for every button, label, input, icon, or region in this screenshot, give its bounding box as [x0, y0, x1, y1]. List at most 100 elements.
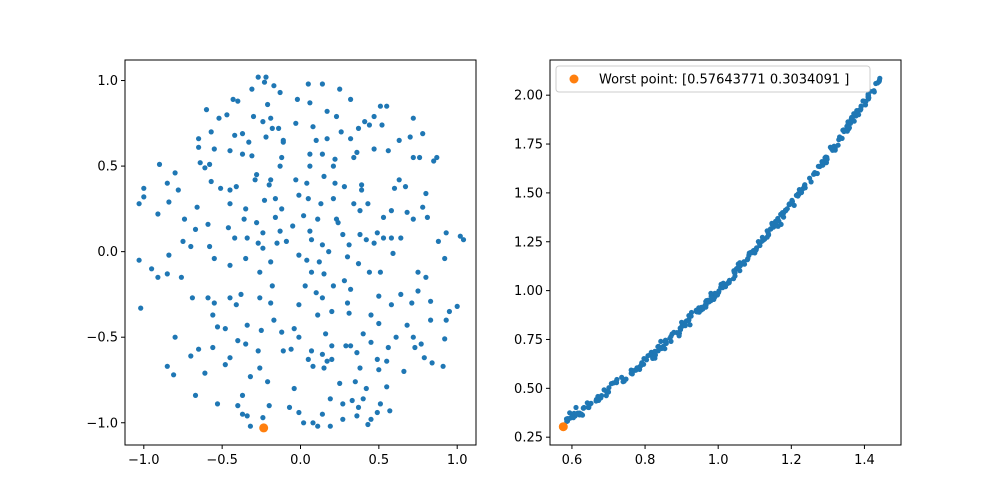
legend: Worst point: [0.57643771 0.3034091 ]: [555, 65, 871, 93]
data-point: [359, 187, 365, 193]
data-point: [286, 404, 293, 410]
data-point: [277, 163, 283, 169]
data-point: [260, 415, 266, 421]
data-point: [668, 333, 674, 339]
y-tick-label: 0.5: [97, 160, 118, 175]
data-point: [189, 295, 195, 301]
data-point: [401, 368, 407, 374]
data-point: [313, 137, 319, 143]
data-point: [211, 300, 217, 306]
data-point: [368, 416, 374, 422]
data-point: [172, 334, 178, 340]
data-point: [719, 281, 725, 287]
data-point: [421, 355, 427, 361]
data-point: [789, 199, 795, 205]
data-point: [398, 235, 404, 241]
data-point: [280, 139, 286, 145]
data-point: [207, 243, 213, 250]
data-point: [598, 395, 604, 401]
data-point: [138, 305, 144, 311]
data-point: [268, 115, 274, 121]
data-point: [277, 89, 283, 96]
data-point: [244, 413, 250, 419]
data-point: [291, 326, 297, 332]
data-point: [687, 322, 693, 328]
data-point: [415, 288, 421, 294]
data-point: [239, 411, 246, 417]
data-point: [319, 411, 325, 417]
data-point: [641, 356, 647, 362]
data-point: [368, 312, 374, 318]
data-point: [276, 125, 282, 131]
data-point: [155, 211, 161, 217]
data-point: [351, 154, 357, 161]
data-point: [327, 396, 333, 402]
y-tick-label: 1.25: [514, 235, 543, 250]
data-point: [442, 255, 448, 262]
data-point: [366, 269, 372, 275]
data-point: [374, 356, 380, 362]
x-tick-label: 1.2: [781, 453, 802, 468]
data-point: [686, 313, 692, 319]
data-point: [658, 338, 664, 344]
left-chart-points: [136, 74, 467, 433]
data-point: [257, 269, 263, 275]
data-point: [166, 252, 172, 258]
data-point: [208, 129, 214, 135]
data-point: [371, 240, 377, 246]
data-point: [402, 184, 409, 190]
data-point: [584, 400, 590, 406]
data-point: [658, 345, 665, 352]
data-point: [227, 355, 233, 361]
data-point: [407, 134, 413, 140]
data-point: [296, 192, 302, 198]
data-point: [268, 177, 274, 183]
data-point: [321, 173, 327, 179]
data-point: [255, 74, 261, 80]
data-point: [712, 290, 718, 296]
data-point: [254, 172, 260, 178]
data-point: [246, 139, 252, 145]
data-point: [243, 255, 249, 262]
data-point: [423, 274, 429, 280]
data-point: [423, 190, 429, 197]
y-tick-label: 2.00: [514, 89, 543, 104]
data-point: [332, 156, 338, 162]
data-point: [301, 213, 307, 219]
data-point: [716, 288, 722, 294]
data-point: [739, 261, 745, 267]
data-point: [210, 344, 216, 351]
data-point: [279, 154, 285, 161]
data-point: [272, 196, 278, 202]
data-point: [192, 392, 199, 398]
data-point: [265, 101, 271, 108]
data-point: [652, 348, 658, 354]
x-tick-label: 1.0: [708, 453, 729, 468]
data-point: [762, 236, 768, 242]
data-point: [348, 96, 354, 102]
data-point: [319, 351, 325, 357]
data-point: [365, 201, 371, 207]
data-point: [222, 326, 228, 332]
data-point: [871, 88, 877, 94]
data-point: [404, 322, 410, 328]
data-point: [321, 365, 327, 371]
data-point: [277, 228, 283, 234]
data-point: [136, 201, 142, 207]
data-point: [268, 259, 274, 265]
data-point: [379, 122, 385, 128]
data-point: [178, 274, 184, 280]
data-point: [694, 309, 700, 315]
data-point: [343, 343, 349, 349]
y-tick-label: 0.25: [514, 431, 543, 446]
data-point: [428, 317, 434, 323]
data-point: [368, 339, 374, 345]
data-point: [230, 96, 236, 102]
data-point: [443, 230, 449, 236]
data-point: [222, 362, 228, 368]
data-point: [172, 170, 178, 176]
data-point: [263, 74, 269, 80]
data-point: [225, 225, 231, 231]
data-point: [269, 125, 275, 131]
data-point: [781, 214, 787, 220]
